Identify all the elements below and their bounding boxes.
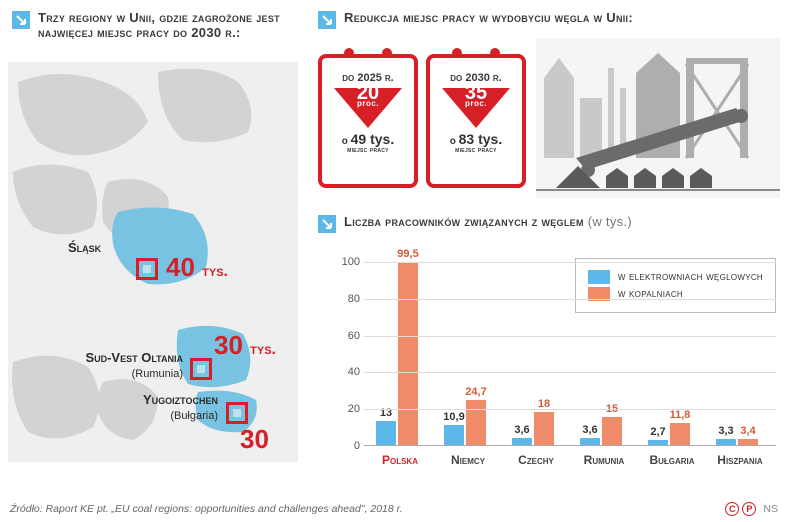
map-value-slask: 40 tys. — [166, 252, 228, 283]
copyright-p-icon: P — [742, 502, 756, 516]
arrow-down-right-icon — [12, 11, 30, 29]
bar-value-label: 2,7 — [646, 426, 670, 438]
x-axis-label: Czechy — [504, 453, 568, 467]
pct-unit: proc. — [322, 101, 414, 107]
card-jobs: o 49 tys. miejsc pracy — [322, 132, 414, 155]
region-marker-yugoiztochen — [226, 402, 248, 424]
bar — [602, 417, 622, 445]
map-value-oltania: 30 tys. — [214, 330, 276, 361]
left-heading: Trzy regiony w Unii, gdzie zagrożone jes… — [38, 10, 308, 40]
rt-heading-row: Redukcja miejsc pracy w wydobyciu węgla … — [318, 10, 778, 29]
gridline — [364, 336, 776, 337]
gridline — [364, 262, 776, 263]
source-text: Źródło: Raport KE pt. „EU coal regions: … — [10, 503, 403, 515]
bar — [444, 425, 464, 445]
map-label-oltania: Sud-Vest Oltania (Rumunia) — [18, 350, 183, 380]
x-axis-label: Polska — [368, 453, 432, 467]
jobs-value: 83 tys. — [459, 131, 503, 147]
region-unit: tys. — [202, 263, 228, 280]
jobs-value: 49 tys. — [351, 131, 395, 147]
jobs-label: miejsc pracy — [322, 147, 414, 155]
y-tick: 40 — [348, 366, 360, 378]
bar — [398, 262, 418, 445]
bar-value-label: 3,6 — [578, 424, 602, 436]
bar-value-label: 3,4 — [736, 425, 760, 437]
card-jobs: o 83 tys. miejsc pracy — [430, 132, 522, 155]
bar — [670, 423, 690, 445]
x-axis-label: Hiszpania — [708, 453, 772, 467]
copyright-c-icon: C — [725, 502, 739, 516]
copyright-badges: C P NS — [725, 502, 778, 516]
bar-value-label: 99,5 — [396, 248, 420, 260]
x-axis-label: Niemcy — [436, 453, 500, 467]
right-top-section: Redukcja miejsc pracy w wydobyciu węgla … — [318, 10, 778, 29]
region-unit: tys. — [250, 341, 276, 358]
x-axis-label: Bułgaria — [640, 453, 704, 467]
gridline — [364, 409, 776, 410]
jobs-prefix: o — [450, 136, 456, 147]
coal-mine-illustration-icon — [536, 38, 780, 198]
region-value: 30 — [214, 330, 243, 360]
bar-value-label: 3,3 — [714, 425, 738, 437]
jobs-label: miejsc pracy — [430, 147, 522, 155]
bar — [534, 412, 554, 445]
region-sub: (Rumunia) — [132, 368, 183, 380]
bar — [648, 440, 668, 445]
rb-heading-row: Liczba pracowników związanych z węglem (… — [318, 214, 780, 233]
footer: Źródło: Raport KE pt. „EU coal regions: … — [10, 502, 778, 516]
left-heading-row: Trzy regiony w Unii, gdzie zagrożone jes… — [12, 10, 308, 40]
bar — [376, 421, 396, 445]
region-value: 40 — [166, 252, 195, 282]
region-name: Śląsk — [68, 240, 101, 255]
gridline — [364, 299, 776, 300]
region-marker-oltania — [190, 358, 212, 380]
bar-value-label: 3,6 — [510, 424, 534, 436]
plot-area: 1399,5Polska10,924,7Niemcy3,618Czechy3,6… — [364, 262, 776, 446]
rb-heading: Liczba pracowników związanych z węglem (… — [344, 214, 632, 229]
map-label-slask: Śląsk — [68, 240, 101, 255]
bar — [466, 400, 486, 445]
y-tick: 100 — [342, 256, 360, 268]
rb-heading-text: Liczba pracowników związanych z węglem — [344, 214, 584, 229]
x-axis-label: Rumunia — [572, 453, 636, 467]
bar — [716, 439, 736, 445]
region-marker-slask — [136, 258, 158, 280]
bar — [580, 438, 600, 445]
y-tick: 80 — [348, 293, 360, 305]
card-2030: do 2030 r. 35 proc. o 83 tys. miejsc pra… — [426, 54, 526, 188]
region-sub: (Bułgaria) — [170, 410, 218, 422]
map-label-yugoiztochen: Yugoiztochen (Bułgaria) — [48, 392, 218, 422]
map-area: Śląsk 40 tys. Sud-Vest Oltania (Rumunia)… — [8, 62, 298, 462]
rb-subheading: (w tys.) — [588, 214, 632, 229]
map-value-yugoiztochen: 30 tys. — [240, 424, 269, 462]
gridline — [364, 372, 776, 373]
jobs-prefix: o — [342, 136, 348, 147]
bar — [512, 438, 532, 445]
bar-value-label: 24,7 — [464, 386, 488, 398]
workers-bar-chart: 020406080100 1399,5Polska10,924,7Niemcy3… — [336, 262, 776, 472]
right-bottom-section: Liczba pracowników związanych z węglem (… — [318, 214, 780, 233]
region-name: Yugoiztochen — [143, 392, 218, 407]
region-name: Sud-Vest Oltania — [85, 350, 183, 365]
y-tick: 20 — [348, 403, 360, 415]
left-column: Trzy regiony w Unii, gdzie zagrożone jes… — [12, 10, 308, 40]
y-axis: 020406080100 — [336, 262, 364, 446]
card-pct: 35 proc. — [430, 86, 522, 107]
arrow-down-right-icon — [318, 215, 336, 233]
bar — [738, 439, 758, 445]
bar-value-label: 18 — [532, 398, 556, 410]
pct-unit: proc. — [430, 101, 522, 107]
card-2025: do 2025 r. 20 proc. o 49 tys. miejsc pra… — [318, 54, 418, 188]
y-tick: 0 — [354, 440, 360, 452]
bar-value-label: 11,8 — [668, 409, 692, 421]
y-tick: 60 — [348, 330, 360, 342]
card-pct: 20 proc. — [322, 86, 414, 107]
arrow-down-right-icon — [318, 11, 336, 29]
reduction-cards: do 2025 r. 20 proc. o 49 tys. miejsc pra… — [318, 54, 526, 188]
bar-value-label: 10,9 — [442, 411, 466, 423]
signature: NS — [763, 503, 778, 515]
region-value: 30 — [240, 424, 269, 454]
rt-heading: Redukcja miejsc pracy w wydobyciu węgla … — [344, 10, 633, 25]
